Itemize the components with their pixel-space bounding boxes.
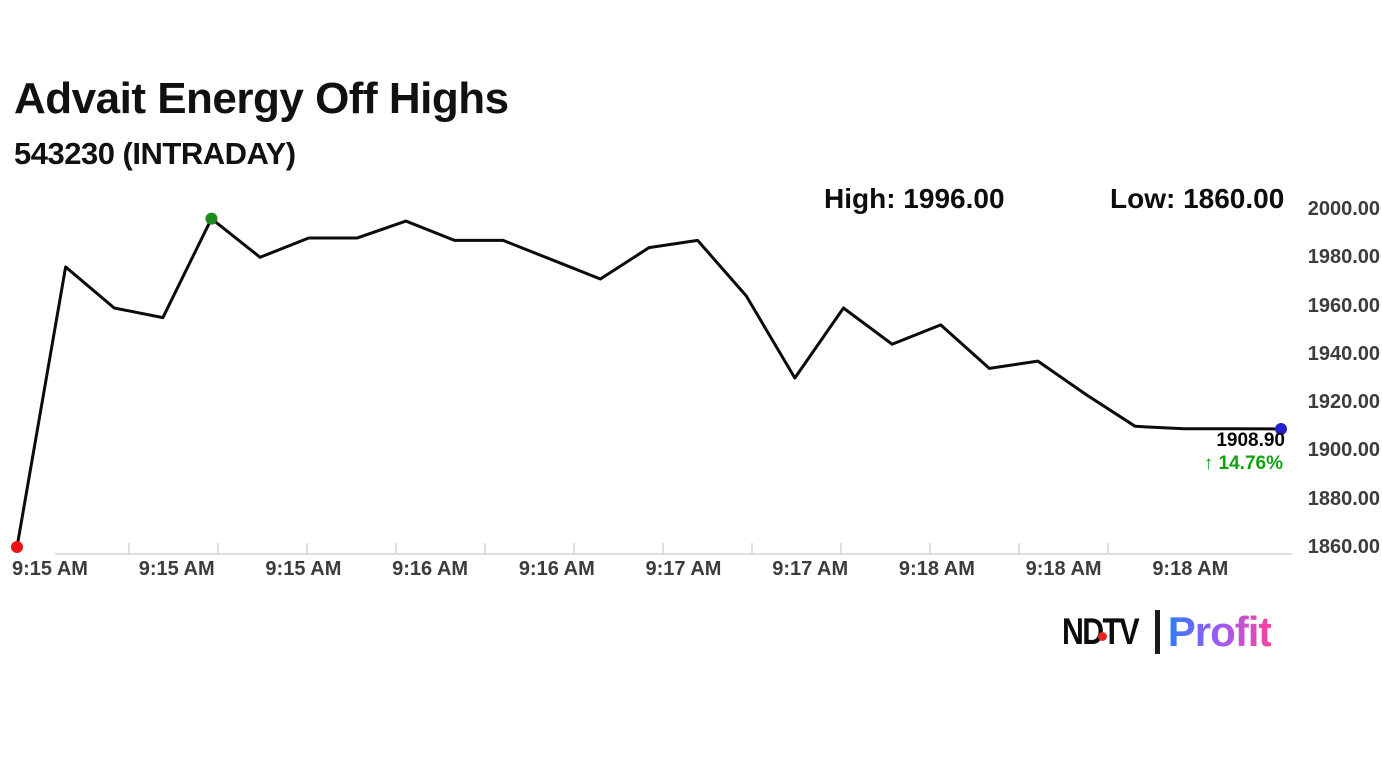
y-axis-tick-label: 1940.00	[1307, 342, 1380, 365]
y-axis-tick-label: 1980.00	[1307, 246, 1380, 269]
start-low-marker	[11, 541, 23, 554]
last-price-label: 1908.90	[1216, 430, 1285, 451]
high-marker	[205, 212, 218, 225]
y-axis-tick-label: 1920.00	[1307, 391, 1380, 414]
x-axis-tick-label: 9:18 AM	[1025, 558, 1102, 580]
ndtv-logo-text: NDTV	[1062, 611, 1140, 653]
low-value-label: Low: 1860.00	[1110, 183, 1285, 214]
ndtv-profit-logo: NDTV Profit	[1062, 606, 1273, 658]
logo-separator-bar	[1154, 610, 1160, 654]
x-axis-tick-label: 9:16 AM	[392, 558, 469, 580]
last-price-marker	[1275, 422, 1287, 435]
y-axis-tick-label: 1880.00	[1307, 487, 1380, 510]
change-percent-value: 14.76%	[1218, 453, 1283, 474]
ndtv-red-dot-icon	[1098, 632, 1107, 641]
x-axis-tick-label: 9:17 AM	[645, 558, 722, 580]
change-percent-label: ↑ 14.76%	[1204, 453, 1283, 475]
chart-title: Advait Energy Off Highs	[14, 74, 509, 123]
price-line	[15, 217, 1283, 549]
x-axis-tick-label: 9:15 AM	[138, 558, 215, 580]
x-axis-tick-label: 9:15 AM	[12, 558, 88, 580]
x-axis-tick-label: 9:18 AM	[898, 558, 975, 580]
high-value-label: High: 1996.00	[824, 183, 1005, 214]
up-arrow-icon: ↑	[1203, 453, 1214, 474]
ndtv-logo: NDTV	[1062, 611, 1155, 653]
x-axis-tick-label: 9:17 AM	[772, 558, 849, 580]
x-axis-tick-label: 9:16 AM	[518, 558, 595, 580]
y-axis-tick-label: 2000.00	[1307, 198, 1380, 220]
y-axis-tick-label: 1960.00	[1307, 294, 1380, 317]
y-axis-tick-label: 1860.00	[1307, 536, 1380, 559]
x-axis-tick-label: 9:18 AM	[1152, 558, 1229, 580]
x-axis-tick-label: 9:15 AM	[265, 558, 342, 580]
profit-logo-text: Profit	[1167, 608, 1273, 655]
y-axis-tick-label: 1900.00	[1307, 439, 1380, 462]
chart-subtitle: 543230 (INTRADAY)	[14, 136, 296, 171]
